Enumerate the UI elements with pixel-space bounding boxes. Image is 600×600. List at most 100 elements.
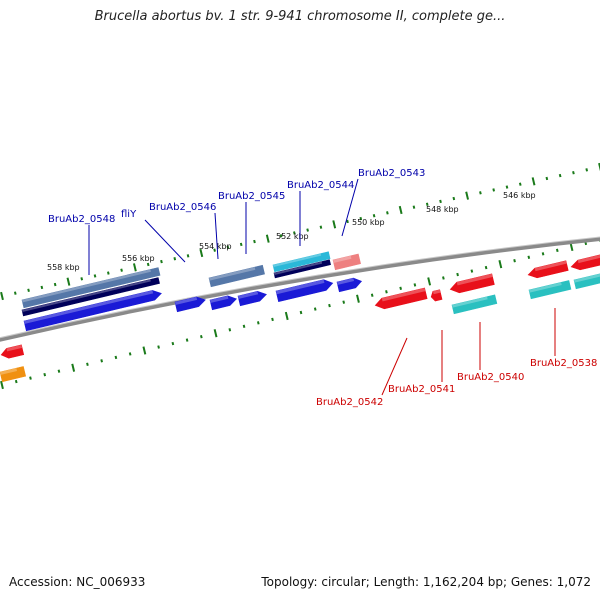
gene-0542-feature-shine [381, 287, 426, 302]
gene-0543-cds-feature-shine [333, 255, 352, 263]
outer-scale-minor-tick [412, 205, 416, 209]
gene-left-red-feature-shine [6, 344, 23, 352]
forward-leader-line [341, 178, 359, 237]
outer-scale-major-tick [132, 263, 137, 272]
scale-label: 556 kbp [122, 254, 155, 263]
gene-0548-feature-shine [24, 290, 154, 324]
gene-0542-feature [374, 287, 428, 310]
inner-scale-minor-tick [413, 283, 417, 287]
outer-scale-minor-tick [518, 182, 522, 186]
gene-0540-feature-shine [456, 273, 493, 286]
forward-gene-label: BruAb2_0546 [149, 202, 216, 213]
inner-scale-major-tick [0, 380, 4, 390]
inner-scale-minor-tick [86, 362, 89, 366]
gene-0546-cds-feature-shine [209, 267, 256, 281]
outer-scale-major-tick [0, 291, 4, 301]
gene-0540-cds-feature-shine [452, 296, 488, 308]
genome-summary: Topology: circular; Length: 1,162,204 bp… [261, 575, 591, 589]
gene-0538-cds-feature-shine [529, 282, 562, 293]
outer-scale-major-tick [465, 191, 470, 200]
gene-0538-feature-shine [534, 260, 567, 272]
outer-scale-minor-tick [160, 259, 163, 264]
inner-scale-minor-tick [456, 272, 459, 277]
outer-scale-minor-tick [93, 274, 97, 278]
scale-label: 550 kbp [352, 218, 385, 227]
inner-scale-minor-tick [185, 338, 189, 342]
inner-scale-minor-tick [342, 300, 346, 304]
gene-0541-feature-shine [432, 289, 441, 295]
inner-scale-minor-tick [271, 317, 274, 322]
scale-label: 554 kbp [199, 242, 232, 251]
outer-scale-major-tick [332, 220, 337, 229]
outer-scale-minor-tick [253, 239, 256, 244]
gene-0544-mrna-feature-shine [274, 261, 323, 275]
scale-label: 552 kbp [276, 232, 309, 241]
reverse-gene-label: BruAb2_0541 [388, 384, 455, 395]
inner-scale-minor-tick [484, 265, 488, 270]
gene-0546-feature [209, 295, 237, 311]
scale-label: 546 kbp [503, 191, 536, 200]
gene-0544-cds-feature-shine [273, 253, 322, 268]
outer-scale-minor-tick [425, 202, 429, 206]
inner-scale-minor-tick [399, 286, 402, 291]
gene-0544-feature-shine [276, 279, 325, 295]
inner-scale-minor-tick [57, 369, 61, 373]
inner-scale-minor-tick [299, 310, 303, 315]
outer-scale-ticks: 558 kbp 556 kbp 554 kbp 552 kbp 550 kbp 548 k… [0, 162, 600, 301]
gene-0541-feature [430, 289, 443, 302]
outer-scale-minor-tick [120, 268, 123, 272]
gene-left-orange-feature-shine [0, 368, 18, 375]
gene-0548-cds-feature-shine [22, 269, 151, 303]
gene-0544-cds-feature [272, 251, 331, 273]
inner-scale-major-tick [71, 363, 76, 372]
outer-scale-major-tick [531, 177, 536, 186]
chromosome-backbone [0, 237, 600, 342]
gene-0537-cds-feature-shine [574, 272, 600, 283]
gene-0546-cds-feature [208, 264, 265, 288]
scale-label: 558 kbp [47, 263, 80, 272]
outer-scale-minor-tick [492, 188, 496, 192]
gene-0548-mrna-feature [21, 277, 160, 317]
gene-left-orange-feature [0, 366, 27, 383]
outer-scale-minor-tick [213, 248, 216, 252]
forward-leader-line [214, 212, 219, 260]
inner-scale-minor-tick [43, 372, 47, 377]
gene-0537-feature-shine [577, 252, 600, 264]
gene-flij-feature [174, 296, 206, 313]
gene-0548-cds-feature [21, 267, 161, 309]
outer-scale-minor-tick [558, 173, 562, 178]
inner-scale-minor-tick [555, 248, 559, 253]
forward-gene-label: BruAb2_0544 [287, 180, 354, 191]
inner-scale-minor-tick [385, 290, 388, 294]
inner-scale-major-tick [569, 242, 574, 252]
inner-scale-major-tick [142, 346, 147, 355]
forward-gene-label: BruAb2_0543 [358, 168, 425, 179]
outer-scale-minor-tick [53, 282, 57, 287]
scale-label: 548 kbp [426, 205, 459, 214]
gene-flij-feature-shine [175, 296, 198, 305]
outer-scale-minor-tick [146, 262, 150, 267]
gene-0537-feature [570, 252, 600, 271]
outer-scale-major-tick [199, 248, 204, 258]
reverse-gene-label: BruAb2_0540 [457, 372, 524, 383]
gene-0544-mrna-feature [273, 259, 331, 279]
outer-scale-minor-tick [239, 242, 243, 247]
outer-scale-minor-tick [386, 211, 389, 215]
inner-scale-minor-tick [228, 328, 232, 332]
gene-0543-cds-feature [332, 253, 361, 271]
outer-scale-minor-tick [186, 254, 190, 258]
inner-scale-minor-tick [527, 255, 531, 259]
inner-scale-minor-tick [128, 352, 132, 356]
gene-0538-cds-feature [528, 280, 572, 300]
inner-scale-minor-tick [370, 293, 374, 297]
outer-scale-major-tick [598, 162, 600, 172]
outer-scale-minor-tick [505, 185, 509, 189]
outer-scale-minor-tick [80, 277, 84, 281]
reverse-leader-line [381, 337, 408, 396]
outer-scale-minor-tick [106, 271, 110, 275]
gene-0545-feature-shine [238, 291, 259, 299]
feature-group [0, 251, 600, 383]
inner-scale-minor-tick [100, 359, 103, 363]
inner-scale-minor-tick [200, 334, 203, 339]
